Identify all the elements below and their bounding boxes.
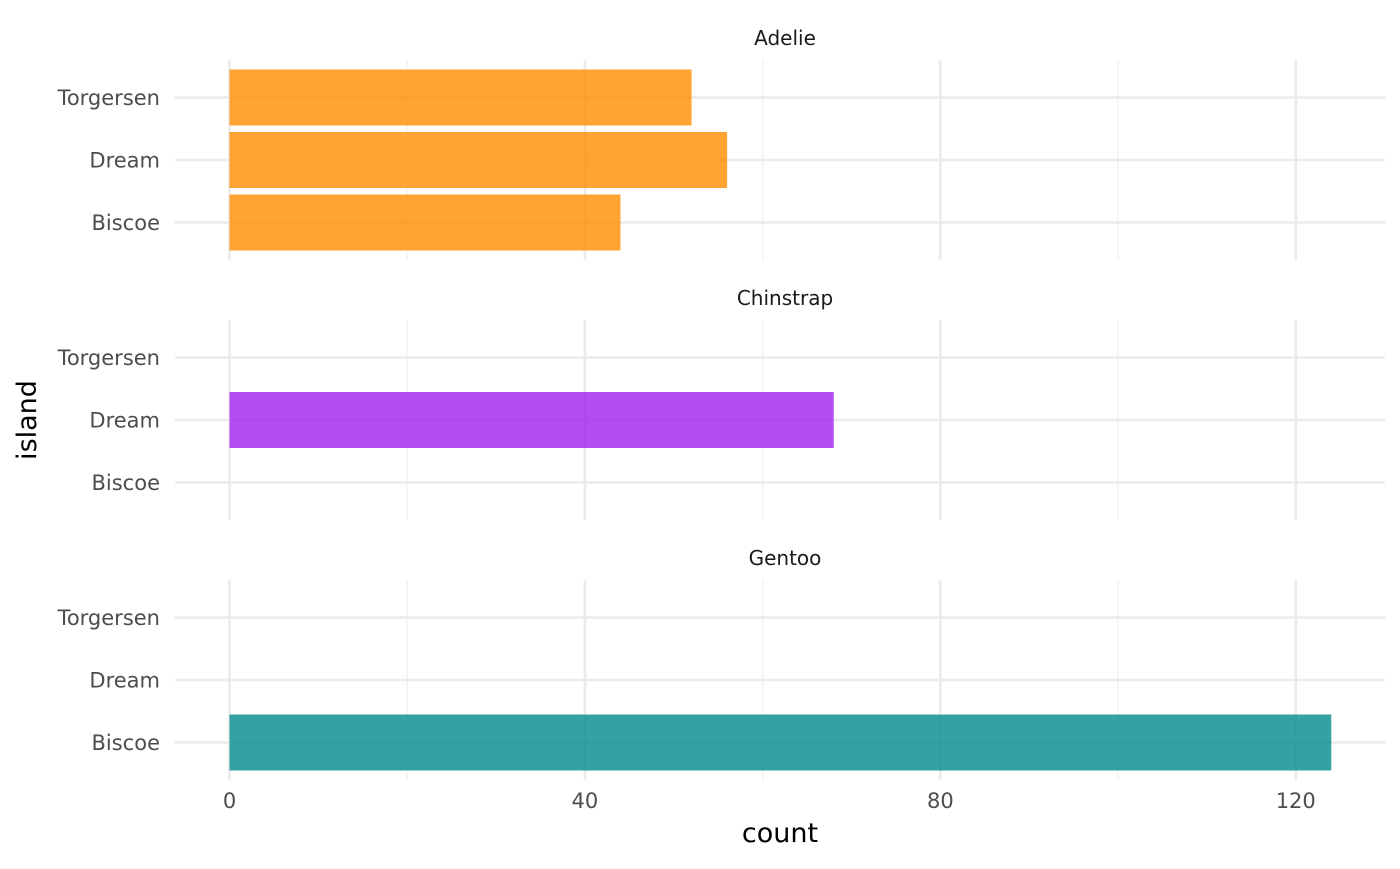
y-tick-label-dream: Dream (89, 149, 160, 173)
x-axis-title: count (742, 818, 818, 849)
x-tick-label: 80 (927, 789, 954, 813)
bar-gentoo-biscoe (229, 714, 1332, 771)
y-tick-label-torgersen: Torgersen (57, 346, 160, 370)
facet-strip-label: Adelie (754, 26, 816, 50)
x-tick-label: 40 (572, 789, 599, 813)
bar-adelie-biscoe (229, 194, 621, 251)
facet-panel-gentoo: Gentoo Biscoe Dream Torgersen (57, 546, 1385, 780)
y-axis-title: island (12, 380, 43, 460)
bar-chinstrap-dream (229, 392, 834, 448)
facet-strip-label: Gentoo (749, 546, 822, 570)
y-tick-label-dream: Dream (89, 409, 160, 433)
facet-panel-adelie: Adelie Biscoe Dream Torgersen (57, 26, 1385, 260)
bar-adelie-dream (229, 132, 728, 188)
facet-strip-label: Chinstrap (737, 286, 833, 310)
x-tick-label: 0 (223, 789, 236, 813)
y-tick-label-biscoe: Biscoe (92, 731, 161, 755)
y-tick-label-torgersen: Torgersen (57, 606, 160, 630)
y-tick-label-biscoe: Biscoe (92, 211, 161, 235)
facet-panel-chinstrap: Chinstrap Biscoe Dream Torgersen (57, 286, 1385, 520)
y-tick-label-torgersen: Torgersen (57, 86, 160, 110)
bar-adelie-torgersen (229, 69, 692, 126)
x-tick-label: 120 (1276, 789, 1316, 813)
y-tick-label-biscoe: Biscoe (92, 471, 161, 495)
y-tick-label-dream: Dream (89, 669, 160, 693)
